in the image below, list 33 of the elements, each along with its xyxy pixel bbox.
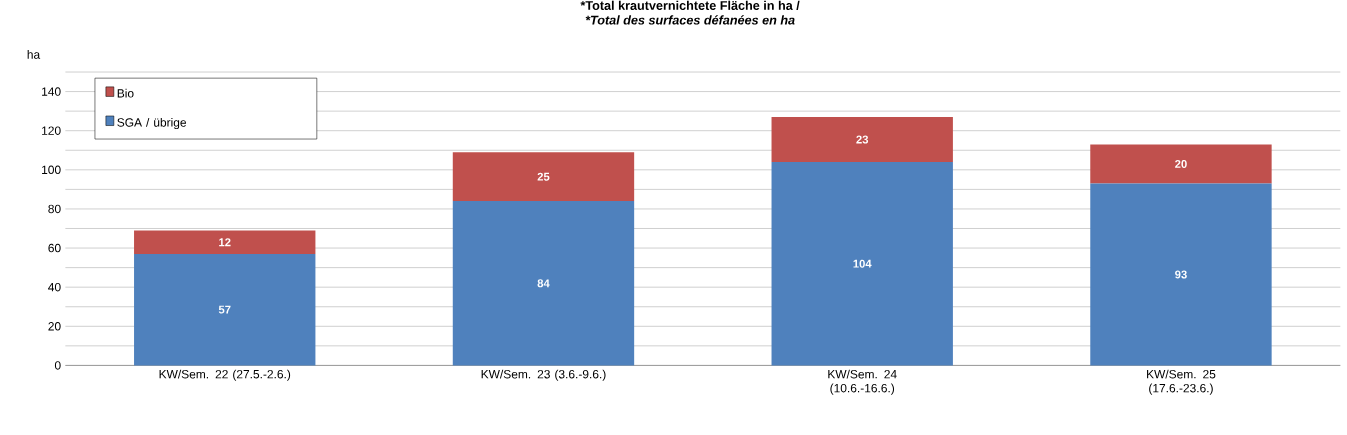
y-tick-label: 40 bbox=[48, 283, 61, 292]
legend-label: Bio bbox=[117, 88, 134, 98]
data-label: 57 bbox=[218, 305, 231, 314]
chart-subtitle: *Total des surfaces défanées en ha bbox=[585, 15, 795, 25]
bar bbox=[452, 152, 635, 202]
y-axis-title: ha bbox=[27, 50, 41, 59]
x-tick-label: KW/Sem. 23 (3.6.-9.6.) bbox=[481, 369, 606, 381]
y-tick-label: 80 bbox=[48, 204, 61, 214]
y-tick-label: 60 bbox=[48, 243, 61, 253]
data-label: 20 bbox=[1175, 160, 1187, 169]
legend-label: SGA / übrige bbox=[117, 118, 187, 130]
bar bbox=[452, 201, 635, 366]
data-label: 84 bbox=[537, 279, 550, 288]
y-tick-label: 20 bbox=[48, 322, 61, 331]
bar bbox=[771, 162, 953, 366]
x-tick-label: KW/Sem. 25 (17.6.-23.6.) bbox=[1147, 369, 1216, 395]
x-tick-label: KW/Sem. 24 (10.6.-16.6.) bbox=[828, 369, 897, 395]
x-tick-label: KW/Sem. 22 (27.5.-2.6.) bbox=[159, 369, 291, 381]
bar bbox=[1090, 144, 1272, 184]
data-label: 25 bbox=[537, 172, 550, 181]
bar bbox=[134, 230, 316, 255]
chart-title: *Total krautvernichtete Fläche in ha / bbox=[580, 0, 800, 11]
bar bbox=[771, 117, 953, 163]
y-tick-label: 140 bbox=[42, 87, 61, 96]
bar bbox=[1090, 183, 1272, 366]
bar bbox=[134, 254, 316, 366]
y-tick-label: 0 bbox=[54, 361, 61, 370]
y-tick-label: 120 bbox=[42, 126, 61, 136]
y-tick-label: 100 bbox=[42, 165, 61, 175]
data-label: 104 bbox=[853, 259, 872, 268]
data-label: 12 bbox=[219, 238, 231, 247]
data-label: 93 bbox=[1175, 270, 1187, 279]
data-label: 23 bbox=[856, 135, 869, 144]
